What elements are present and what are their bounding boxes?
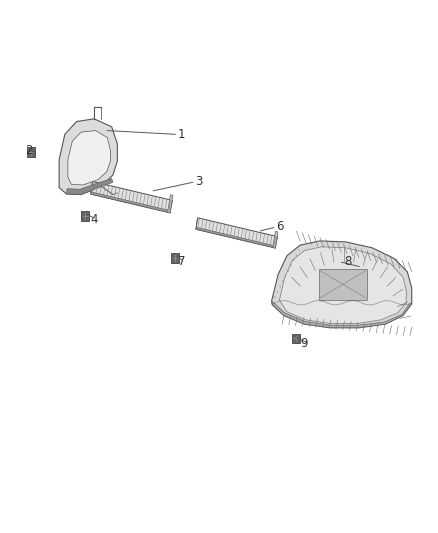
Text: 4: 4 [90, 213, 98, 226]
Bar [196, 227, 276, 248]
Text: 1: 1 [178, 128, 186, 141]
Bar [92, 182, 172, 207]
Bar [91, 182, 172, 213]
Bar [168, 195, 173, 213]
Bar [81, 211, 89, 221]
Bar [27, 147, 35, 157]
Text: 3: 3 [196, 175, 203, 188]
Text: 9: 9 [300, 337, 308, 350]
Text: 7: 7 [178, 255, 186, 268]
Bar [196, 218, 277, 248]
Bar [292, 334, 300, 343]
Polygon shape [68, 131, 110, 185]
Text: 6: 6 [276, 220, 284, 233]
Polygon shape [279, 247, 406, 324]
Polygon shape [59, 119, 117, 195]
Polygon shape [272, 301, 412, 328]
Bar [91, 192, 170, 213]
Text: 2: 2 [25, 144, 32, 157]
Text: 8: 8 [345, 255, 352, 268]
Bar [171, 253, 179, 263]
Polygon shape [319, 269, 367, 300]
Polygon shape [272, 241, 412, 328]
Bar [197, 219, 277, 243]
Polygon shape [67, 179, 113, 195]
Bar [273, 231, 278, 248]
